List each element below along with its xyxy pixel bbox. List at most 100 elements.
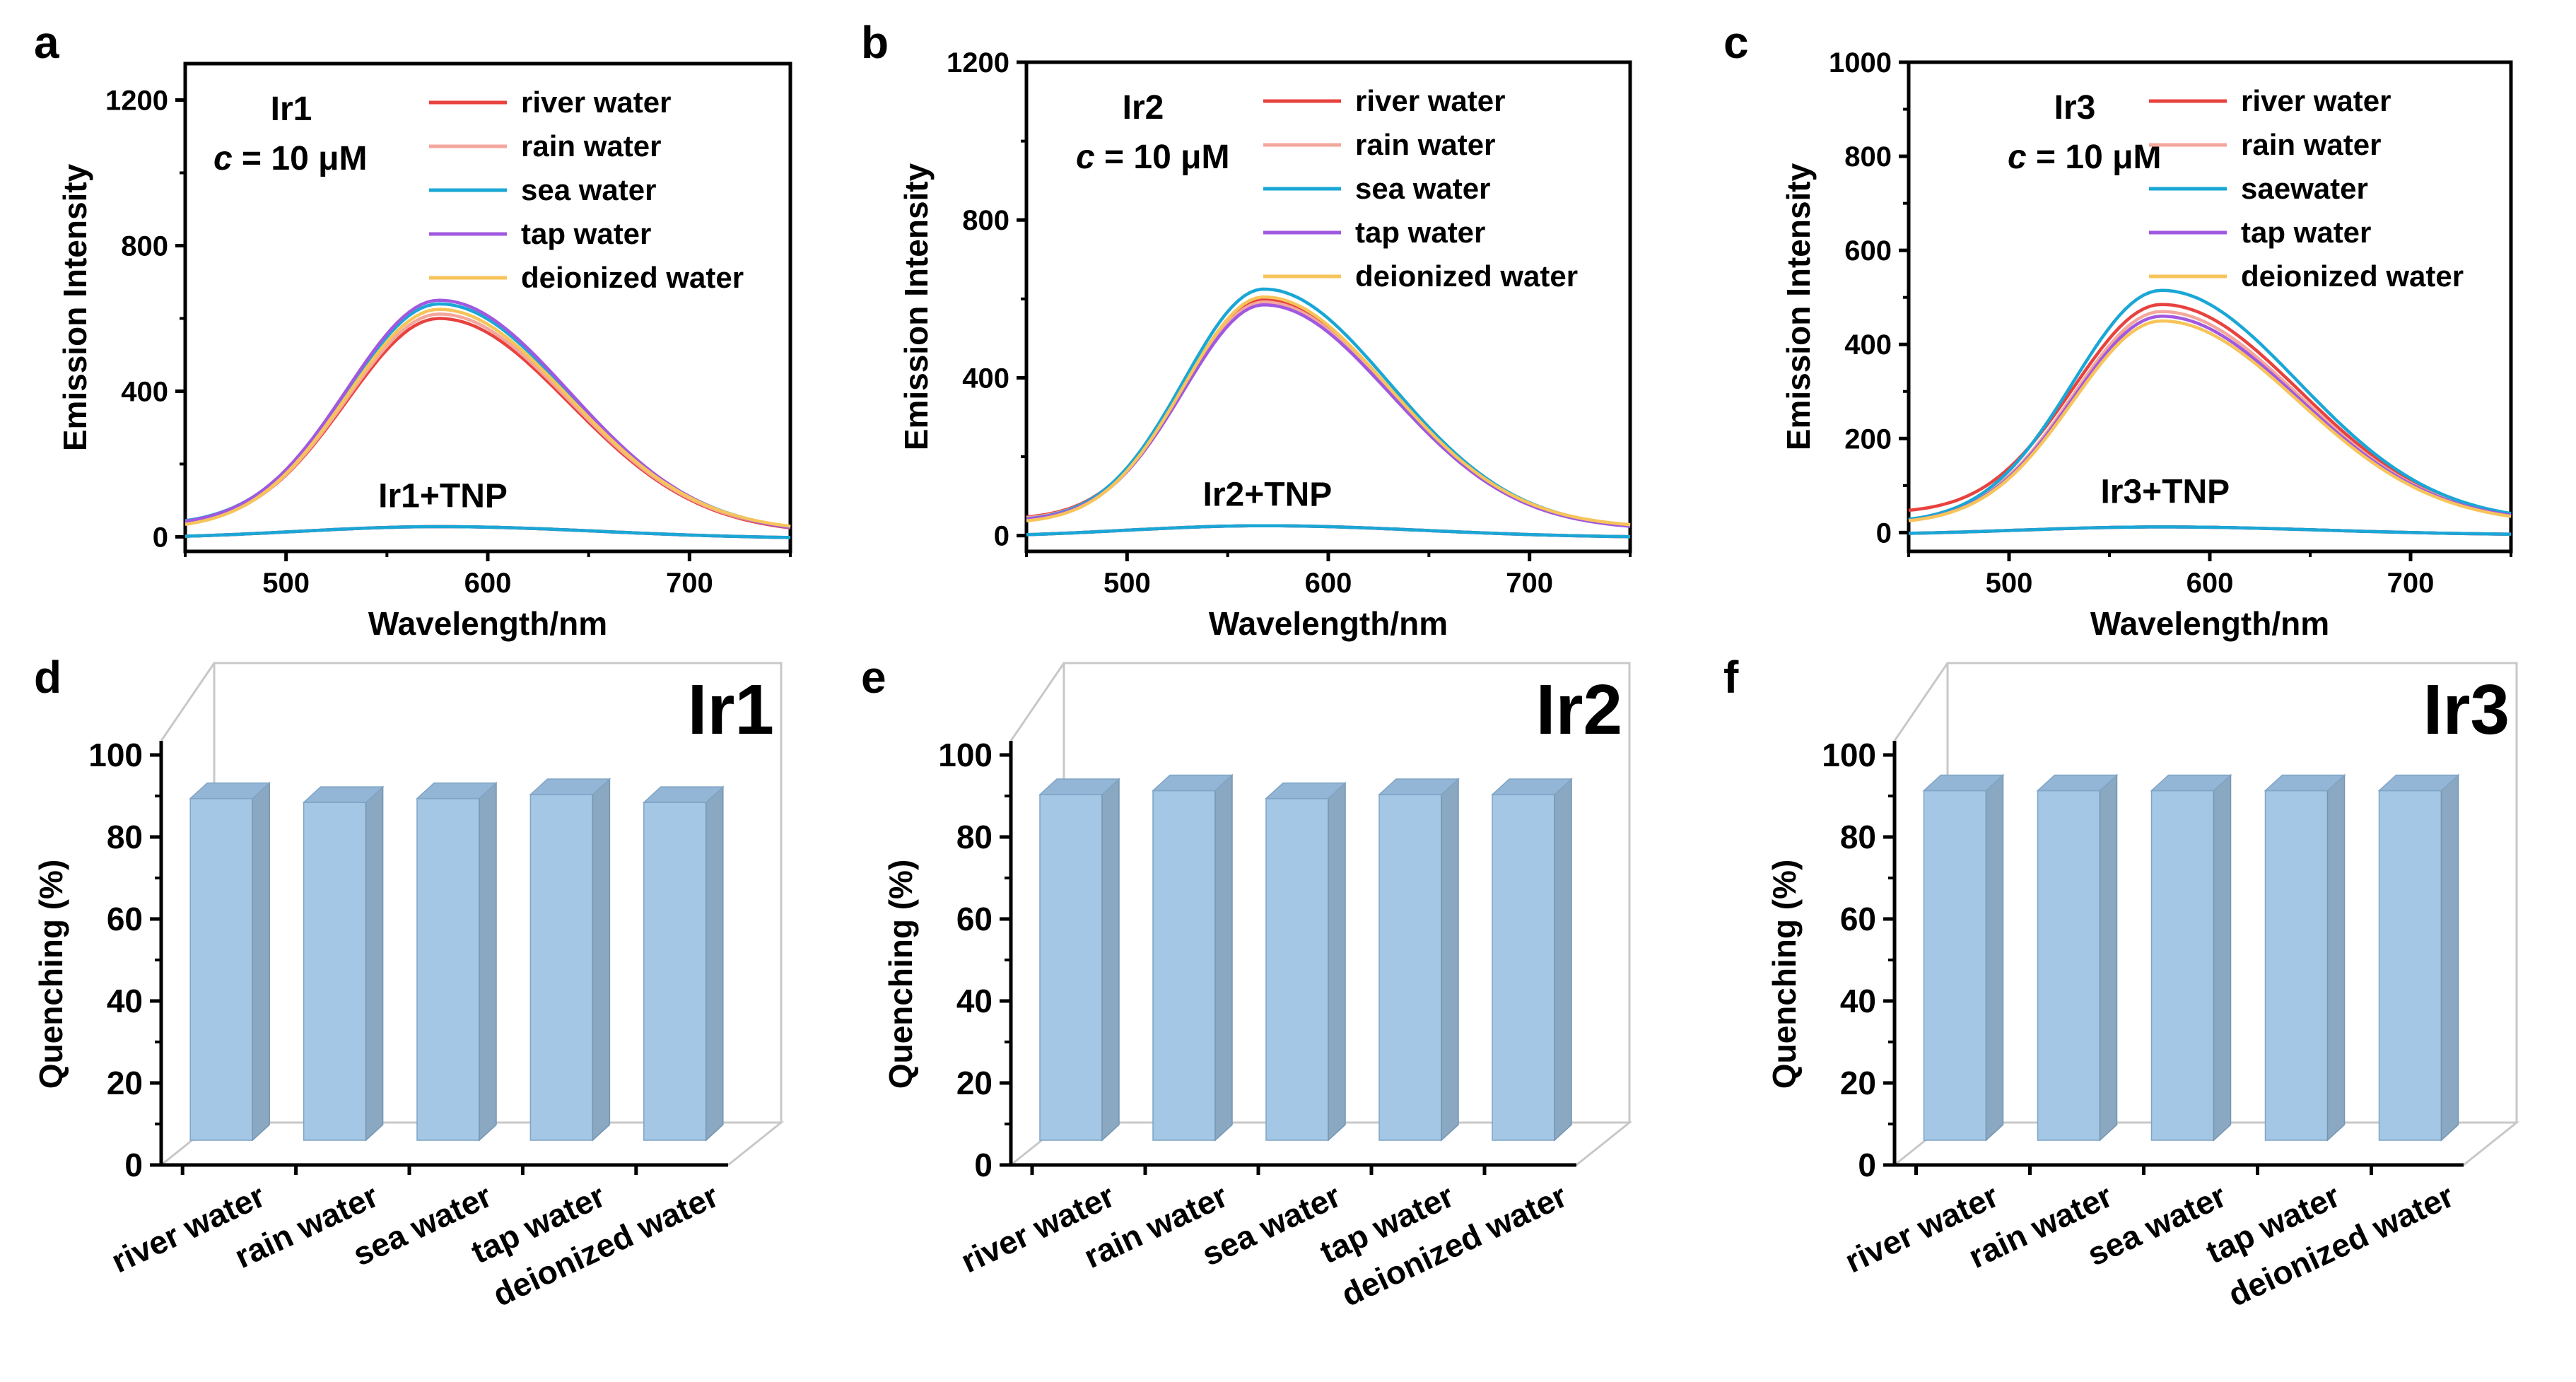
y-tick-label: 40 (107, 983, 143, 1019)
panel-label-b: b (861, 17, 889, 68)
y-tick-label: 0 (994, 521, 1009, 552)
legend-label: sea water (521, 173, 656, 206)
bar-side (1441, 778, 1459, 1142)
bar-front (1923, 790, 1987, 1141)
legend-label: saewater (2241, 172, 2368, 205)
side-wall-edge (1893, 662, 1949, 742)
bar-front (2378, 790, 2442, 1141)
y-tick-label: 800 (1844, 141, 1892, 172)
bar-side (1554, 778, 1572, 1142)
y-tick-label: 800 (121, 230, 168, 262)
bar-front (1039, 794, 1103, 1141)
y-tick-label: 400 (1844, 329, 1892, 361)
legend-label: rain water (521, 129, 661, 163)
y-tick-label: 40 (1840, 983, 1876, 1019)
legend-label: sea water (1355, 172, 1490, 205)
bar-top (1491, 778, 1573, 795)
y-tick-label: 0 (974, 1147, 993, 1183)
x-tick-label: 700 (666, 568, 713, 599)
bar-side (1985, 773, 2004, 1142)
side-wall-edge (1009, 662, 1065, 742)
x-tick-label: 600 (464, 568, 512, 599)
y-tick-label: 60 (1840, 901, 1876, 937)
legend-label: river water (1355, 84, 1505, 117)
x-tick-label: 700 (2387, 568, 2435, 599)
x-tick-label: 700 (1506, 568, 1553, 599)
quenched-trace (1908, 525, 2511, 536)
y-tick-label: 0 (153, 522, 168, 553)
bar-side (1214, 773, 1233, 1142)
legend-label: deionized water (521, 261, 744, 294)
bar-side (706, 785, 724, 1142)
y-axis-title: Quenching (%) (1766, 860, 1803, 1089)
compound-label: Ir1 (271, 90, 312, 128)
compound-title: Ir1 (688, 670, 774, 749)
curve-river-water (1908, 303, 2512, 517)
bar-top (302, 786, 385, 803)
concentration-value: = 10 μM (233, 140, 368, 177)
y-tick-label: 80 (1840, 819, 1876, 855)
y-tick-label: 20 (1840, 1065, 1876, 1101)
bar-top (2036, 774, 2119, 792)
bar-side (2440, 773, 2459, 1142)
emission-panel-a: 500 600 700 0 400 800 1200 Wavelength/nm Emissio… (57, 62, 792, 642)
emission-panel-c: 500 600 700 0 200 400 600 800 1000 Wavelength/nm E… (1780, 47, 2513, 642)
floor-grid (1894, 1121, 2520, 1166)
y-tick-label: 20 (956, 1065, 993, 1101)
bar-top (1922, 774, 2005, 792)
y-axis-title: Emission Intensity (57, 163, 93, 451)
bar-top (2377, 774, 2460, 792)
concentration-label: c = 10 μM (1076, 139, 1229, 176)
bar-front (1492, 794, 1555, 1141)
x-tick-label: 500 (1986, 568, 2033, 599)
bar-front (1152, 790, 1216, 1141)
x-axis-title: Wavelength/nm (368, 605, 607, 642)
bar-top (642, 786, 725, 803)
quenched-label: Ir1+TNP (378, 477, 508, 515)
side-wall-edge (160, 662, 216, 742)
concentration-symbol: c (213, 140, 233, 177)
y-tick-label: 1200 (105, 85, 168, 116)
bar-front (529, 794, 594, 1141)
quenched-label: Ir3+TNP (2100, 473, 2230, 510)
curve-deionized-water (185, 308, 791, 528)
legend-label: tap water (521, 217, 651, 250)
legend-label: rain water (2241, 128, 2381, 161)
compound-label: Ir3 (2054, 89, 2096, 127)
bar-top (529, 778, 611, 795)
y-tick-label: 400 (962, 363, 1009, 394)
bar-side (479, 781, 497, 1142)
bar-front (303, 802, 367, 1141)
y-tick-label: 800 (962, 205, 1009, 236)
legend-label: river water (2241, 84, 2391, 117)
emission-panel-b: 500 600 700 0 400 800 1200 Wavelength/nm Emissio… (898, 47, 1632, 642)
y-axis-title: Quenching (%) (882, 860, 919, 1089)
x-tick-label: 500 (1103, 568, 1151, 599)
bar-top (1265, 782, 1347, 800)
bar-front (416, 797, 480, 1141)
y-tick-label: 100 (1822, 737, 1876, 773)
panel-label-a: a (34, 17, 59, 68)
panel-label-d: d (34, 652, 62, 703)
legend-label: deionized water (2241, 259, 2464, 293)
y-tick-label: 40 (956, 983, 993, 1019)
y-tick-label: 100 (88, 737, 143, 773)
legend-label: tap water (1355, 216, 1485, 249)
y-tick-label: 60 (107, 901, 143, 937)
quenched-label: Ir2+TNP (1203, 476, 1333, 514)
y-tick-label: 80 (956, 819, 993, 855)
bar-top (416, 782, 498, 800)
quenched-trace (1026, 524, 1631, 539)
y-tick-label: 0 (1876, 517, 1892, 549)
bar-front (1378, 794, 1442, 1141)
panel-label-e: e (861, 652, 886, 703)
y-tick-label: 0 (1858, 1147, 1876, 1183)
y-tick-label: 80 (107, 819, 143, 855)
concentration-label: c = 10 μM (213, 140, 367, 177)
curve-deionized-water (1026, 295, 1631, 527)
legend-label: river water (521, 86, 671, 119)
concentration-symbol: c (1076, 139, 1095, 176)
bar-side (2099, 773, 2118, 1142)
bar-front (2264, 790, 2329, 1141)
compound-title: Ir2 (1536, 670, 1622, 749)
